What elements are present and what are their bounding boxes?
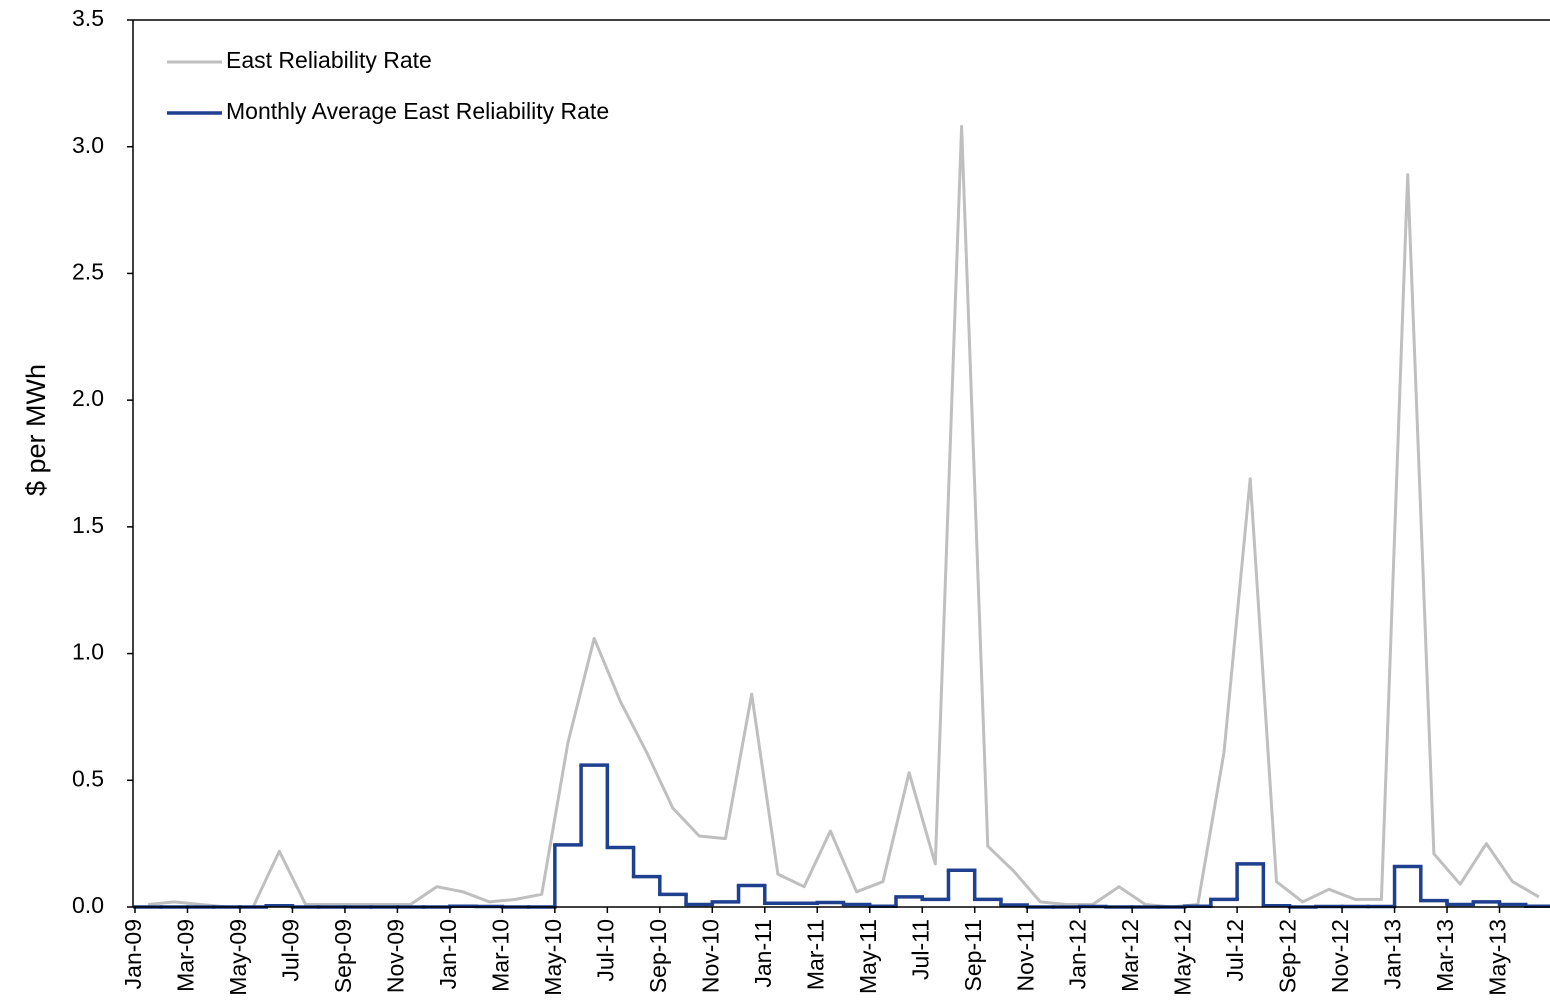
x-tick-label: Mar-13 [1432,919,1458,992]
x-tick-label: Nov-11 [1012,919,1038,991]
x-tick-label: Jan-09 [120,919,146,989]
x-tick-label: Nov-09 [382,919,408,993]
y-tick-label: 0.5 [72,765,104,791]
y-tick-label: 1.5 [72,512,104,538]
x-tick-label: Mar-10 [487,919,513,992]
x-tick-label: May-11 [855,919,881,994]
x-tick-label: Jan-12 [1065,919,1091,989]
y-tick-label: 2.5 [72,259,104,285]
y-tick-label: 3.0 [72,132,104,158]
x-tick-label: Sep-12 [1275,919,1301,993]
x-tick-label: May-13 [1485,919,1511,996]
x-tick-label: Jan-13 [1380,919,1406,989]
legend-label: Monthly Average East Reliability Rate [226,98,609,124]
x-tick-label: Jul-10 [592,919,618,982]
y-tick-label: 0.0 [72,892,104,918]
y-axis-label: $ per MWh [21,364,51,496]
x-tick-label: Nov-10 [697,919,723,993]
y-tick-label: 3.5 [72,5,104,31]
x-tick-label: Jan-11 [750,919,776,988]
x-tick-label: May-09 [225,919,251,996]
x-tick-label: Mar-09 [173,919,199,992]
x-tick-label: Jan-10 [435,919,461,989]
y-tick-label: 1.0 [72,639,104,665]
x-tick-label: Jul-09 [278,919,304,982]
x-tick-label: Mar-11 [802,919,828,990]
x-tick-label: Nov-12 [1327,919,1353,993]
x-tick-label: Jul-11 [907,919,933,980]
x-tick-label: Mar-12 [1117,919,1143,992]
legend-label: East Reliability Rate [226,47,432,73]
x-tick-label: Sep-09 [330,919,356,993]
x-tick-label: Sep-11 [960,919,986,991]
y-tick-label: 2.0 [72,385,104,411]
x-tick-label: Jul-12 [1222,919,1248,982]
x-tick-label: May-12 [1170,919,1196,996]
x-tick-label: May-10 [540,919,566,996]
x-tick-label: Sep-10 [645,919,671,993]
line-series [147,124,1540,909]
